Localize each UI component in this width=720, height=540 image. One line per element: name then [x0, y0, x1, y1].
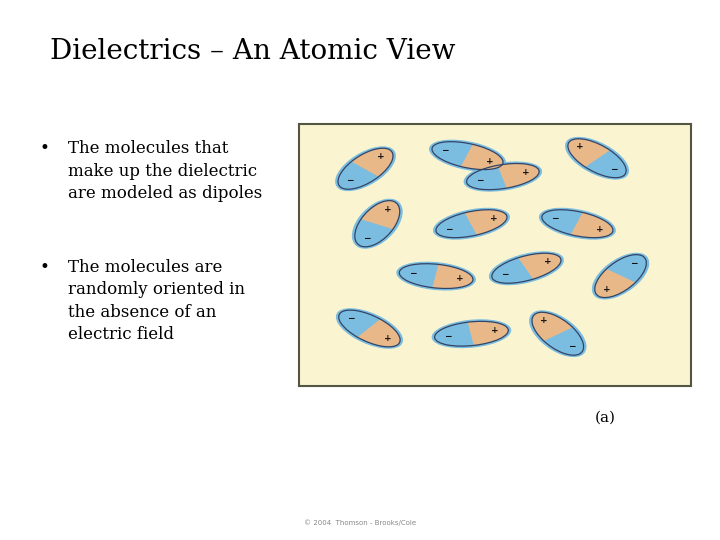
Text: The molecules are
randomly oriented in
the absence of an
electric field: The molecules are randomly oriented in t… [68, 259, 246, 343]
Text: +: + [377, 152, 384, 161]
Ellipse shape [432, 319, 511, 348]
Text: +: + [522, 168, 530, 177]
Text: −: − [346, 177, 354, 185]
Ellipse shape [400, 264, 473, 288]
Text: •: • [40, 259, 50, 276]
Text: −: − [441, 146, 449, 154]
Text: −: − [364, 234, 371, 242]
Text: −: − [501, 271, 508, 280]
Text: +: + [384, 205, 391, 214]
Ellipse shape [338, 310, 400, 347]
Ellipse shape [532, 312, 584, 355]
Ellipse shape [467, 164, 539, 190]
Ellipse shape [435, 321, 508, 346]
Text: +: + [486, 157, 494, 166]
Ellipse shape [539, 208, 616, 240]
Text: +: + [540, 316, 548, 325]
Text: +: + [490, 214, 498, 223]
Ellipse shape [433, 208, 510, 240]
Text: −: − [567, 342, 575, 351]
Ellipse shape [396, 262, 476, 291]
Ellipse shape [400, 264, 473, 288]
Ellipse shape [489, 251, 564, 285]
Ellipse shape [595, 255, 647, 298]
Text: +: + [384, 334, 392, 343]
Text: −: − [444, 332, 451, 341]
Text: +: + [603, 285, 611, 294]
Ellipse shape [335, 146, 396, 191]
Ellipse shape [336, 308, 403, 349]
Ellipse shape [355, 201, 400, 247]
Ellipse shape [338, 148, 393, 189]
Ellipse shape [542, 210, 613, 238]
Ellipse shape [595, 255, 647, 298]
Ellipse shape [568, 139, 626, 178]
Text: +: + [456, 274, 464, 284]
Ellipse shape [565, 137, 629, 180]
Ellipse shape [338, 310, 400, 347]
Text: +: + [544, 257, 552, 266]
Ellipse shape [355, 201, 400, 247]
Ellipse shape [492, 253, 561, 284]
Text: −: − [409, 269, 416, 278]
Text: +: + [596, 225, 603, 234]
Text: −: − [476, 176, 484, 185]
Text: © 2004  Thomson - Brooks/Cole: © 2004 Thomson - Brooks/Cole [304, 520, 416, 526]
Text: −: − [348, 314, 355, 323]
Ellipse shape [532, 312, 584, 355]
Ellipse shape [542, 210, 613, 238]
Ellipse shape [432, 141, 503, 170]
Text: •: • [40, 140, 50, 157]
Ellipse shape [467, 164, 539, 190]
Text: −: − [552, 214, 559, 223]
Ellipse shape [464, 161, 542, 192]
Ellipse shape [338, 148, 393, 189]
Ellipse shape [435, 321, 508, 346]
Ellipse shape [492, 253, 561, 284]
Ellipse shape [429, 140, 506, 172]
Ellipse shape [432, 141, 503, 170]
Ellipse shape [529, 310, 587, 357]
Text: +: + [576, 143, 584, 152]
Text: Dielectrics – An Atomic View: Dielectrics – An Atomic View [50, 38, 456, 65]
Ellipse shape [568, 139, 626, 178]
Ellipse shape [436, 210, 507, 238]
Ellipse shape [592, 253, 649, 300]
Ellipse shape [436, 210, 507, 238]
Text: (a): (a) [595, 410, 616, 424]
Text: +: + [491, 327, 499, 335]
Text: −: − [445, 225, 453, 234]
Ellipse shape [352, 199, 402, 249]
Text: −: − [631, 259, 638, 267]
Text: −: − [610, 165, 618, 174]
Text: The molecules that
make up the dielectric
are modeled as dipoles: The molecules that make up the dielectri… [68, 140, 263, 202]
